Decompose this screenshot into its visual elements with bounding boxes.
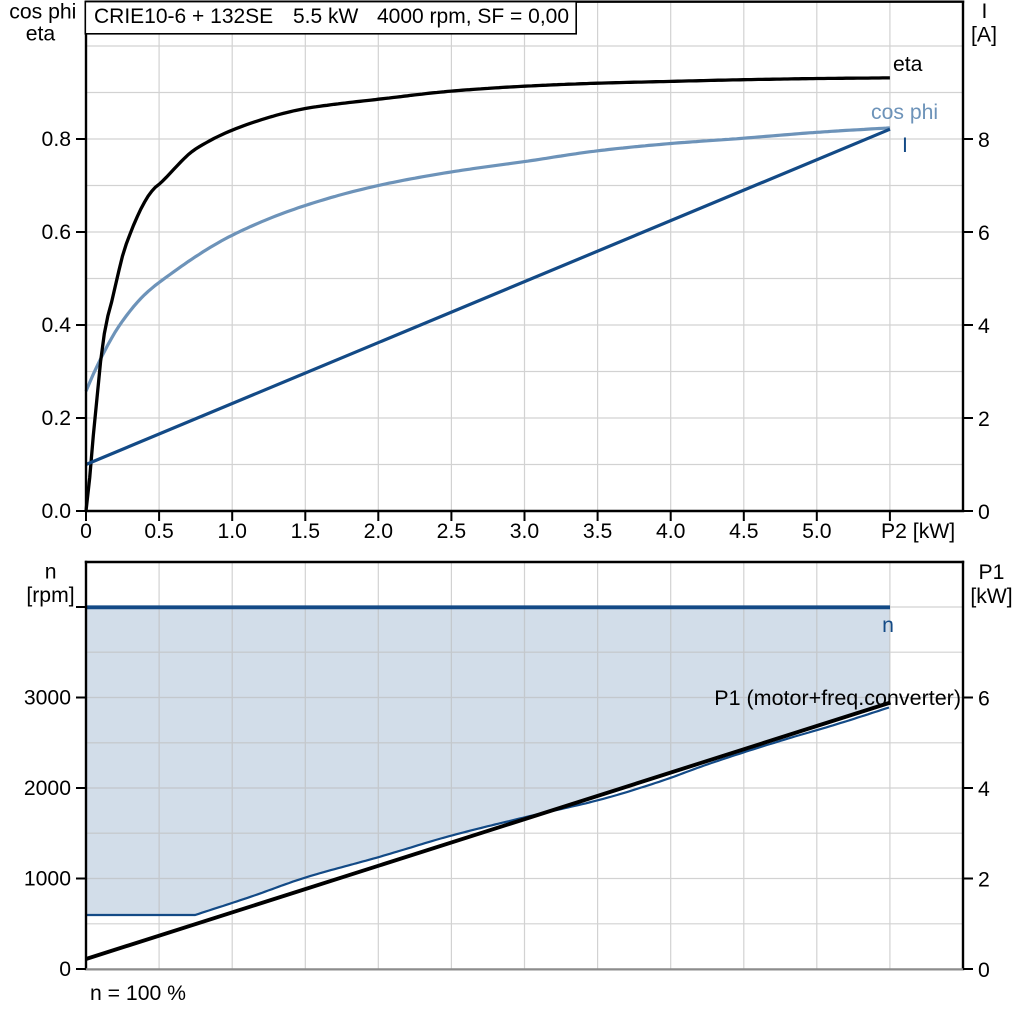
svg-text:2.5: 2.5 xyxy=(437,520,466,543)
svg-text:2000: 2000 xyxy=(24,777,71,800)
svg-text:8: 8 xyxy=(978,129,990,152)
svg-text:n: n xyxy=(45,561,57,584)
svg-text:3000: 3000 xyxy=(24,687,71,710)
svg-text:0.5: 0.5 xyxy=(144,520,173,543)
svg-text:0.6: 0.6 xyxy=(42,221,71,244)
svg-text:P1: P1 xyxy=(979,561,1005,584)
svg-text:6: 6 xyxy=(978,688,990,711)
svg-text:0: 0 xyxy=(978,501,990,524)
svg-text:4.0: 4.0 xyxy=(656,520,685,543)
svg-text:1.0: 1.0 xyxy=(217,520,246,543)
svg-text:2: 2 xyxy=(978,408,990,431)
svg-text:[A]: [A] xyxy=(971,23,997,46)
svg-text:P2 [kW]: P2 [kW] xyxy=(881,520,955,543)
svg-text:0.8: 0.8 xyxy=(42,128,71,151)
svg-text:P1 (motor+freq.converter): P1 (motor+freq.converter) xyxy=(714,686,961,710)
svg-text:3.0: 3.0 xyxy=(510,520,539,543)
svg-text:eta: eta xyxy=(893,53,923,76)
svg-text:0: 0 xyxy=(80,520,92,543)
svg-text:eta: eta xyxy=(26,22,56,45)
svg-text:cos phi: cos phi xyxy=(871,101,938,124)
svg-text:I: I xyxy=(902,134,908,157)
svg-text:cos phi: cos phi xyxy=(9,0,76,23)
svg-text:2.0: 2.0 xyxy=(364,520,393,543)
svg-text:3.5: 3.5 xyxy=(583,520,612,543)
svg-text:0.4: 0.4 xyxy=(42,314,72,337)
svg-text:[kW]: [kW] xyxy=(970,585,1012,608)
svg-text:0: 0 xyxy=(59,958,71,981)
svg-text:[rpm]: [rpm] xyxy=(26,584,74,607)
svg-text:n: n xyxy=(882,614,894,637)
svg-text:4: 4 xyxy=(978,315,990,338)
svg-text:1.5: 1.5 xyxy=(291,520,320,543)
svg-text:I: I xyxy=(982,0,988,23)
svg-text:0.0: 0.0 xyxy=(42,500,71,523)
svg-text:n = 100 %: n = 100 % xyxy=(90,982,186,1005)
svg-text:0: 0 xyxy=(978,959,990,982)
svg-text:5.0: 5.0 xyxy=(802,520,831,543)
svg-text:2: 2 xyxy=(978,869,990,892)
svg-text:6: 6 xyxy=(978,222,990,245)
svg-text:4: 4 xyxy=(978,778,990,801)
svg-text:4.5: 4.5 xyxy=(729,520,758,543)
svg-text:1000: 1000 xyxy=(24,868,71,891)
svg-text:0.2: 0.2 xyxy=(42,407,71,430)
